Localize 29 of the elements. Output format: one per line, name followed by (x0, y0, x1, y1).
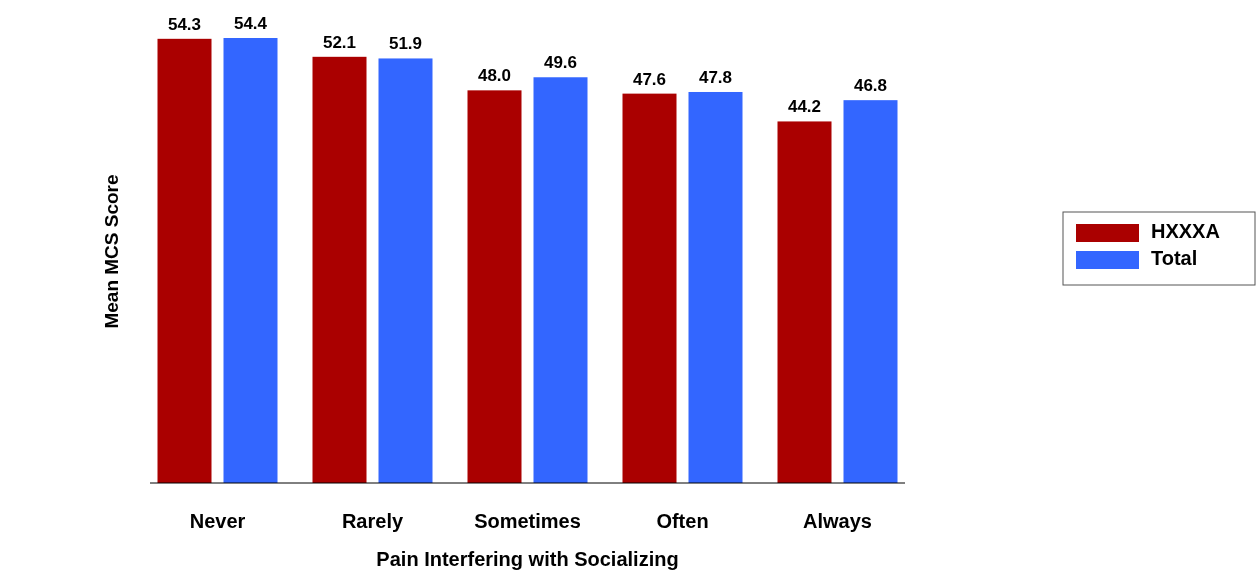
bar (622, 93, 677, 483)
bar (688, 91, 743, 483)
bar (533, 77, 588, 483)
x-tick-label: Never (189, 510, 246, 532)
x-tick-label: Often (656, 510, 709, 532)
x-axis-title: Pain Interfering with Socializing (376, 548, 679, 570)
bar (223, 38, 278, 483)
bar (312, 56, 367, 483)
legend-label: HXXXA (1151, 220, 1220, 243)
x-tick-label: Sometimes (474, 510, 581, 532)
bar (157, 38, 212, 483)
data-label: 49.6 (543, 53, 578, 73)
bar (843, 100, 898, 483)
x-tick-label: Always (803, 510, 872, 532)
bar (777, 121, 832, 483)
data-label: 47.6 (632, 69, 667, 89)
data-label: 46.8 (853, 76, 888, 96)
bar (467, 90, 522, 483)
data-label: 48.0 (477, 66, 512, 86)
x-tick-label: Rarely (341, 510, 404, 532)
legend-label: Total (1151, 247, 1198, 270)
data-label: 54.3 (167, 14, 202, 34)
data-label: 52.1 (322, 32, 357, 52)
data-label: 51.9 (388, 34, 423, 54)
data-label: 54.4 (233, 14, 268, 33)
y-axis-title: Mean MCS Score (101, 174, 122, 329)
bar (378, 58, 433, 483)
data-label: 44.2 (787, 97, 822, 117)
data-label: 47.8 (698, 67, 733, 87)
